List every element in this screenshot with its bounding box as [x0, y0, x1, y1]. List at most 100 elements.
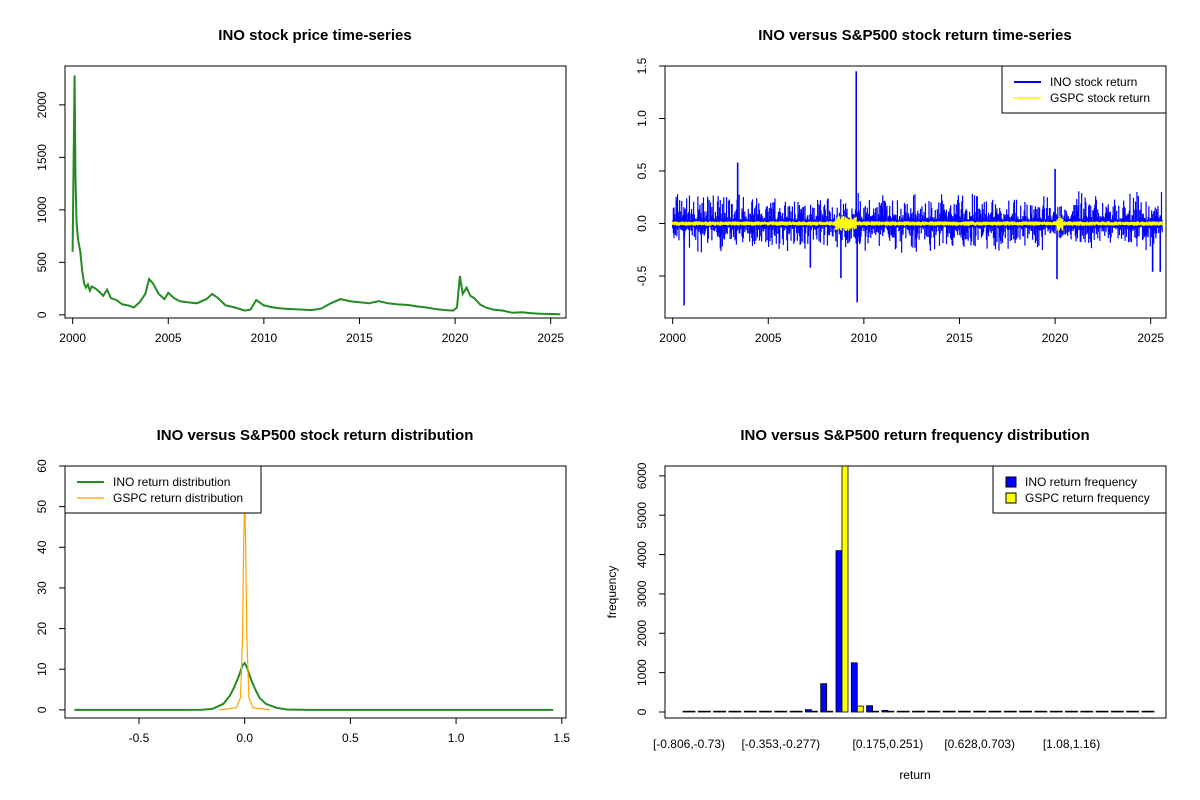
freq-legend-swatch-gspc	[1005, 492, 1017, 504]
density-xtick-label: -0.5	[129, 731, 150, 745]
freq-bar-ino	[927, 710, 935, 713]
freq-bar-ino	[835, 550, 843, 713]
price-chart-title: INO stock price time-series	[218, 27, 411, 44]
freq-y-axis: 0 1000 2000 3000 4000 5000 6000	[635, 462, 666, 715]
freq-bar-gspc	[979, 710, 987, 713]
returns-gspc-series	[671, 216, 1163, 231]
freq-bar-gspc	[719, 710, 726, 713]
freq-bar-gspc	[1101, 710, 1109, 713]
freq-bars	[682, 465, 1155, 713]
returns-xtick-label: 2015	[946, 331, 973, 345]
density-ytick-label: 10	[35, 662, 49, 676]
price-ytick-label: 0	[35, 311, 49, 318]
freq-bar-ino	[682, 710, 690, 713]
density-xtick-label: 0.0	[236, 731, 253, 745]
returns-ytick-label: 1.5	[635, 57, 649, 74]
freq-bar-gspc	[703, 710, 711, 713]
price-ytick-label: 500	[35, 252, 49, 272]
price-series-line	[71, 75, 561, 316]
returns-ytick-label: -0.5	[635, 265, 649, 286]
freq-bar-ino	[1049, 710, 1057, 713]
returns-xtick-label: 2025	[1137, 331, 1164, 345]
freq-bar-ino	[912, 710, 919, 713]
freq-legend-swatch-ino	[1005, 476, 1017, 488]
freq-bar-ino	[728, 710, 736, 713]
freq-bar-gspc	[811, 710, 818, 713]
freq-bar-ino	[1034, 710, 1042, 713]
freq-bar-gspc	[948, 710, 956, 713]
density-ino-line	[74, 661, 554, 711]
freq-bar-ino	[958, 710, 965, 713]
density-legend-box	[64, 465, 262, 514]
density-y-axis: 0 10 20 30 40 50 60	[35, 459, 66, 713]
returns-xtick-label: 2000	[659, 331, 686, 345]
density-ytick-label: 30	[35, 581, 49, 595]
panel-price: INO stock price time-series 2000 2005 2010…	[35, 27, 567, 345]
price-xtick-label: 2020	[442, 331, 469, 345]
freq-bar-ino	[866, 705, 873, 713]
freq-bar-gspc	[1117, 710, 1124, 713]
freq-bar-gspc	[780, 710, 788, 713]
freq-bar-gspc	[918, 710, 925, 713]
returns-legend: INO stock return GSPC stock return	[1001, 65, 1167, 114]
price-ytick-label: 1500	[35, 144, 49, 171]
freq-bar-ino	[881, 710, 889, 713]
freq-xtick-label: [-0.806,-0.73)	[653, 737, 725, 751]
returns-legend-label-ino: INO stock return	[1050, 75, 1137, 89]
density-xtick-label: 1.0	[448, 731, 465, 745]
freq-bar-gspc	[856, 705, 864, 713]
density-legend: INO return distribution GSPC return dist…	[64, 465, 262, 514]
freq-bar-ino	[973, 710, 981, 713]
returns-x-axis: 2000 2005 2010 2015 2020 2025	[659, 317, 1164, 345]
freq-xtick-label: [1.08,1.16)	[1043, 737, 1100, 751]
price-xtick-label: 2000	[59, 331, 86, 345]
density-legend-label-gspc: GSPC return distribution	[113, 491, 243, 505]
freq-x-axis: [-0.806,-0.73) [-0.353,-0.277) [0.175,0.25…	[653, 737, 1100, 751]
freq-bar-ino	[697, 710, 705, 713]
returns-y-axis: -0.5 0.0 0.5 1.0 1.5	[635, 57, 666, 286]
freq-bar-ino	[1019, 710, 1026, 713]
freq-x-axis-label: return	[899, 768, 930, 782]
freq-bar-gspc	[734, 710, 742, 713]
price-y-axis: 0 500 1000 1500 2000	[35, 91, 66, 318]
freq-bar-gspc	[872, 710, 879, 713]
returns-xtick-label: 2010	[851, 331, 878, 345]
freq-bar-ino	[988, 710, 996, 713]
freq-ytick-label: 2000	[635, 620, 649, 647]
freq-bar-gspc	[1147, 710, 1155, 713]
price-ytick-label: 2000	[35, 91, 49, 118]
freq-bar-gspc	[765, 710, 772, 713]
freq-bar-ino	[743, 710, 751, 713]
freq-xtick-label: [-0.353,-0.277)	[741, 737, 820, 751]
density-x-axis: -0.5 0.0 0.5 1.0 1.5	[129, 717, 570, 745]
freq-bar-ino	[896, 710, 904, 713]
freq-bar-gspc	[795, 710, 803, 713]
freq-bar-ino	[820, 683, 828, 713]
returns-legend-label-gspc: GSPC stock return	[1050, 91, 1150, 105]
price-plot-frame	[64, 65, 567, 319]
freq-chart-title: INO versus S&P500 return frequency distr…	[740, 427, 1089, 444]
freq-bar-ino	[1003, 710, 1011, 713]
density-ytick-label: 50	[35, 500, 49, 514]
freq-bar-gspc	[902, 710, 910, 713]
density-ytick-label: 20	[35, 622, 49, 636]
freq-bar-ino	[774, 710, 782, 713]
freq-y-axis-label: frequency	[605, 566, 619, 619]
freq-bar-ino	[759, 710, 766, 713]
returns-xtick-label: 2020	[1042, 331, 1069, 345]
freq-legend-box	[992, 465, 1167, 514]
freq-ytick-label: 5000	[635, 502, 649, 529]
density-ytick-label: 0	[35, 706, 49, 713]
price-xtick-label: 2005	[155, 331, 182, 345]
freq-legend: INO return frequency GSPC return frequen…	[992, 465, 1167, 514]
freq-bar-gspc	[1132, 710, 1140, 713]
panel-returns: INO versus S&P500 stock return time-seri…	[635, 27, 1167, 345]
freq-bar-ino	[789, 710, 797, 713]
freq-bar-gspc	[1040, 710, 1048, 713]
freq-ytick-label: 1000	[635, 659, 649, 686]
freq-ytick-label: 0	[635, 708, 649, 715]
density-legend-label-ino: INO return distribution	[113, 475, 230, 489]
returns-legend-box	[1001, 65, 1167, 114]
freq-xtick-label: [0.175,0.251)	[853, 737, 924, 751]
